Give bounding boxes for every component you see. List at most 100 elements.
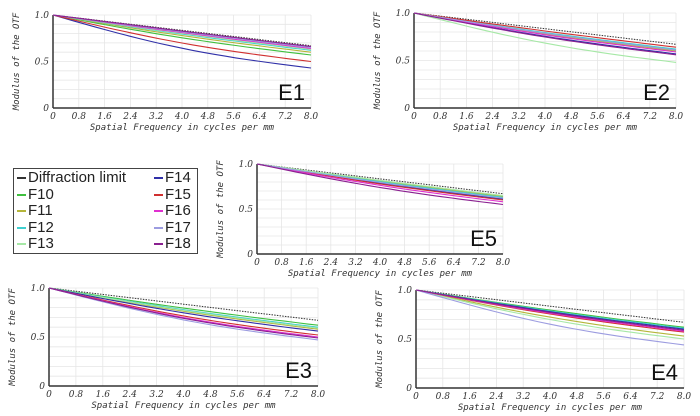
- legend-label: F10: [28, 185, 54, 203]
- chart-e2: 0 0.8 1.6 2.4 3.2 4.0 4.8 5.6 6.4 7.2 8.0 0 0.5 1.0 Sp…: [373, 9, 683, 133]
- grid: [257, 163, 504, 254]
- panel-label: E2: [643, 80, 670, 105]
- x-axis-label: Spatial Frequency in cycles per mm: [453, 123, 638, 133]
- x-tick-label: 0.8: [274, 258, 289, 268]
- legend-item: F15: [154, 185, 191, 204]
- x-tick-label: 8.0: [311, 390, 326, 400]
- series-line-f17: [48, 287, 319, 341]
- legend-item: Diffraction limit: [17, 169, 126, 187]
- y-axis-label: Modulus of the OTF: [216, 160, 226, 259]
- x-tick-label: 1.6: [459, 112, 474, 122]
- x-tick-label: 4.0: [372, 258, 388, 268]
- x-tick-label: 0: [50, 112, 56, 122]
- x-tick-label: 2.4: [484, 112, 500, 122]
- series-line-f17: [256, 163, 504, 199]
- x-tick-label: 5.6: [230, 390, 245, 400]
- grid: [49, 287, 319, 386]
- grid: [416, 289, 685, 388]
- x-axis-label: Spatial Frequency in cycles per mm: [458, 403, 643, 413]
- x-tick-label: 2.4: [122, 112, 138, 122]
- legend-swatch: [17, 210, 26, 213]
- legend-label: F14: [165, 169, 191, 186]
- x-tick-label: 0: [254, 258, 260, 268]
- legend-label: F16: [165, 202, 191, 219]
- x-tick-label: 4.8: [200, 112, 216, 122]
- y-tick-label: 0: [406, 384, 412, 394]
- legend-item: F14: [154, 169, 191, 187]
- y-tick-label: 0: [404, 104, 410, 114]
- legend-swatch: [154, 193, 163, 196]
- x-tick-label: 0: [46, 390, 52, 400]
- legend-swatch: [17, 226, 26, 229]
- x-tick-label: 0: [411, 112, 417, 122]
- x-tick-label: 0.8: [72, 112, 87, 122]
- legend-label: F15: [165, 185, 191, 203]
- legend-column-left: Diffraction limit F10 F11 F12 F13: [17, 169, 126, 253]
- y-tick-label: 0.5: [398, 335, 413, 345]
- series-line-f18: [52, 14, 312, 48]
- x-tick-label: 2.4: [323, 258, 339, 268]
- y-axis-label: Modulus of the OTF: [12, 12, 22, 111]
- legend-item: F11: [17, 202, 126, 220]
- y-tick-label: 0.5: [31, 333, 46, 343]
- x-tick-label: 7.2: [650, 392, 665, 402]
- legend: Diffraction limit F10 F11 F12 F13 F14 F1…: [13, 168, 198, 254]
- series-line-f11: [415, 289, 685, 337]
- series-line-f15: [48, 287, 319, 336]
- x-tick-label: 2.4: [122, 390, 138, 400]
- x-tick-label: 0.8: [436, 392, 451, 402]
- series-line-f17: [415, 289, 685, 346]
- x-tick-label: 4.0: [175, 390, 191, 400]
- x-tick-label: 7.2: [643, 112, 658, 122]
- series-line-f16: [413, 12, 677, 53]
- series-line-f13: [48, 287, 319, 329]
- legend-label: F12: [28, 218, 54, 236]
- series-line-f16: [256, 163, 504, 203]
- series-line-f18: [413, 12, 677, 56]
- x-tick-label: 4.0: [537, 112, 553, 122]
- x-tick-label: 6.4: [252, 112, 267, 122]
- legend-label: F11: [28, 202, 53, 219]
- series-line-diffraction-limit: [256, 163, 504, 195]
- y-tick-label: 1.0: [398, 286, 413, 296]
- y-tick-label: 0: [43, 104, 49, 114]
- series-line-f10: [48, 287, 319, 326]
- grid: [53, 14, 312, 108]
- series-line-f18: [48, 287, 319, 339]
- y-tick-label: 0.5: [239, 205, 254, 215]
- x-tick-label: 4.0: [174, 112, 190, 122]
- legend-swatch: [154, 177, 163, 180]
- panel-label: E3: [285, 358, 312, 383]
- y-tick-label: 0: [39, 382, 45, 392]
- x-tick-label: 5.6: [422, 258, 437, 268]
- y-tick-label: 0.5: [35, 58, 50, 68]
- series-line-f14: [52, 14, 312, 69]
- chart-e1: 0 0.8 1.6 2.4 3.2 4.0 4.8 5.6 6.4 7.2 8.0 0 0.5 1.0 Sp…: [12, 11, 318, 133]
- y-tick-label: 1.0: [239, 160, 254, 170]
- x-tick-label: 5.6: [596, 392, 611, 402]
- series-group: [48, 287, 319, 341]
- series-line-f15: [413, 12, 677, 48]
- x-tick-label: 6.4: [623, 392, 638, 402]
- x-tick-label: 3.2: [149, 390, 164, 400]
- x-tick-label: 7.2: [471, 258, 486, 268]
- x-tick-label: 3.2: [516, 392, 531, 402]
- series-line-f10: [52, 14, 312, 56]
- y-tick-label: 1.0: [396, 9, 411, 19]
- grid: [414, 12, 677, 108]
- legend-item: F17: [154, 219, 191, 237]
- y-axis-label: Modulus of the OTF: [373, 11, 383, 110]
- legend-item: F18: [154, 235, 191, 253]
- x-axis-label: Spatial Frequency in cycles per mm: [288, 269, 473, 279]
- x-tick-label: 2.4: [488, 392, 504, 402]
- y-tick-label: 0: [247, 250, 253, 260]
- legend-swatch: [154, 226, 163, 229]
- legend-swatch: [154, 210, 163, 213]
- legend-item: F12: [17, 218, 126, 237]
- x-axis-label: Spatial Frequency in cycles per mm: [90, 123, 275, 133]
- x-tick-label: 1.6: [96, 390, 111, 400]
- series-line-f14: [48, 287, 319, 332]
- series-line-diffraction-limit: [415, 289, 685, 323]
- x-tick-label: 3.2: [149, 112, 164, 122]
- legend-column-right: F14 F15 F16 F17 F18: [154, 169, 191, 253]
